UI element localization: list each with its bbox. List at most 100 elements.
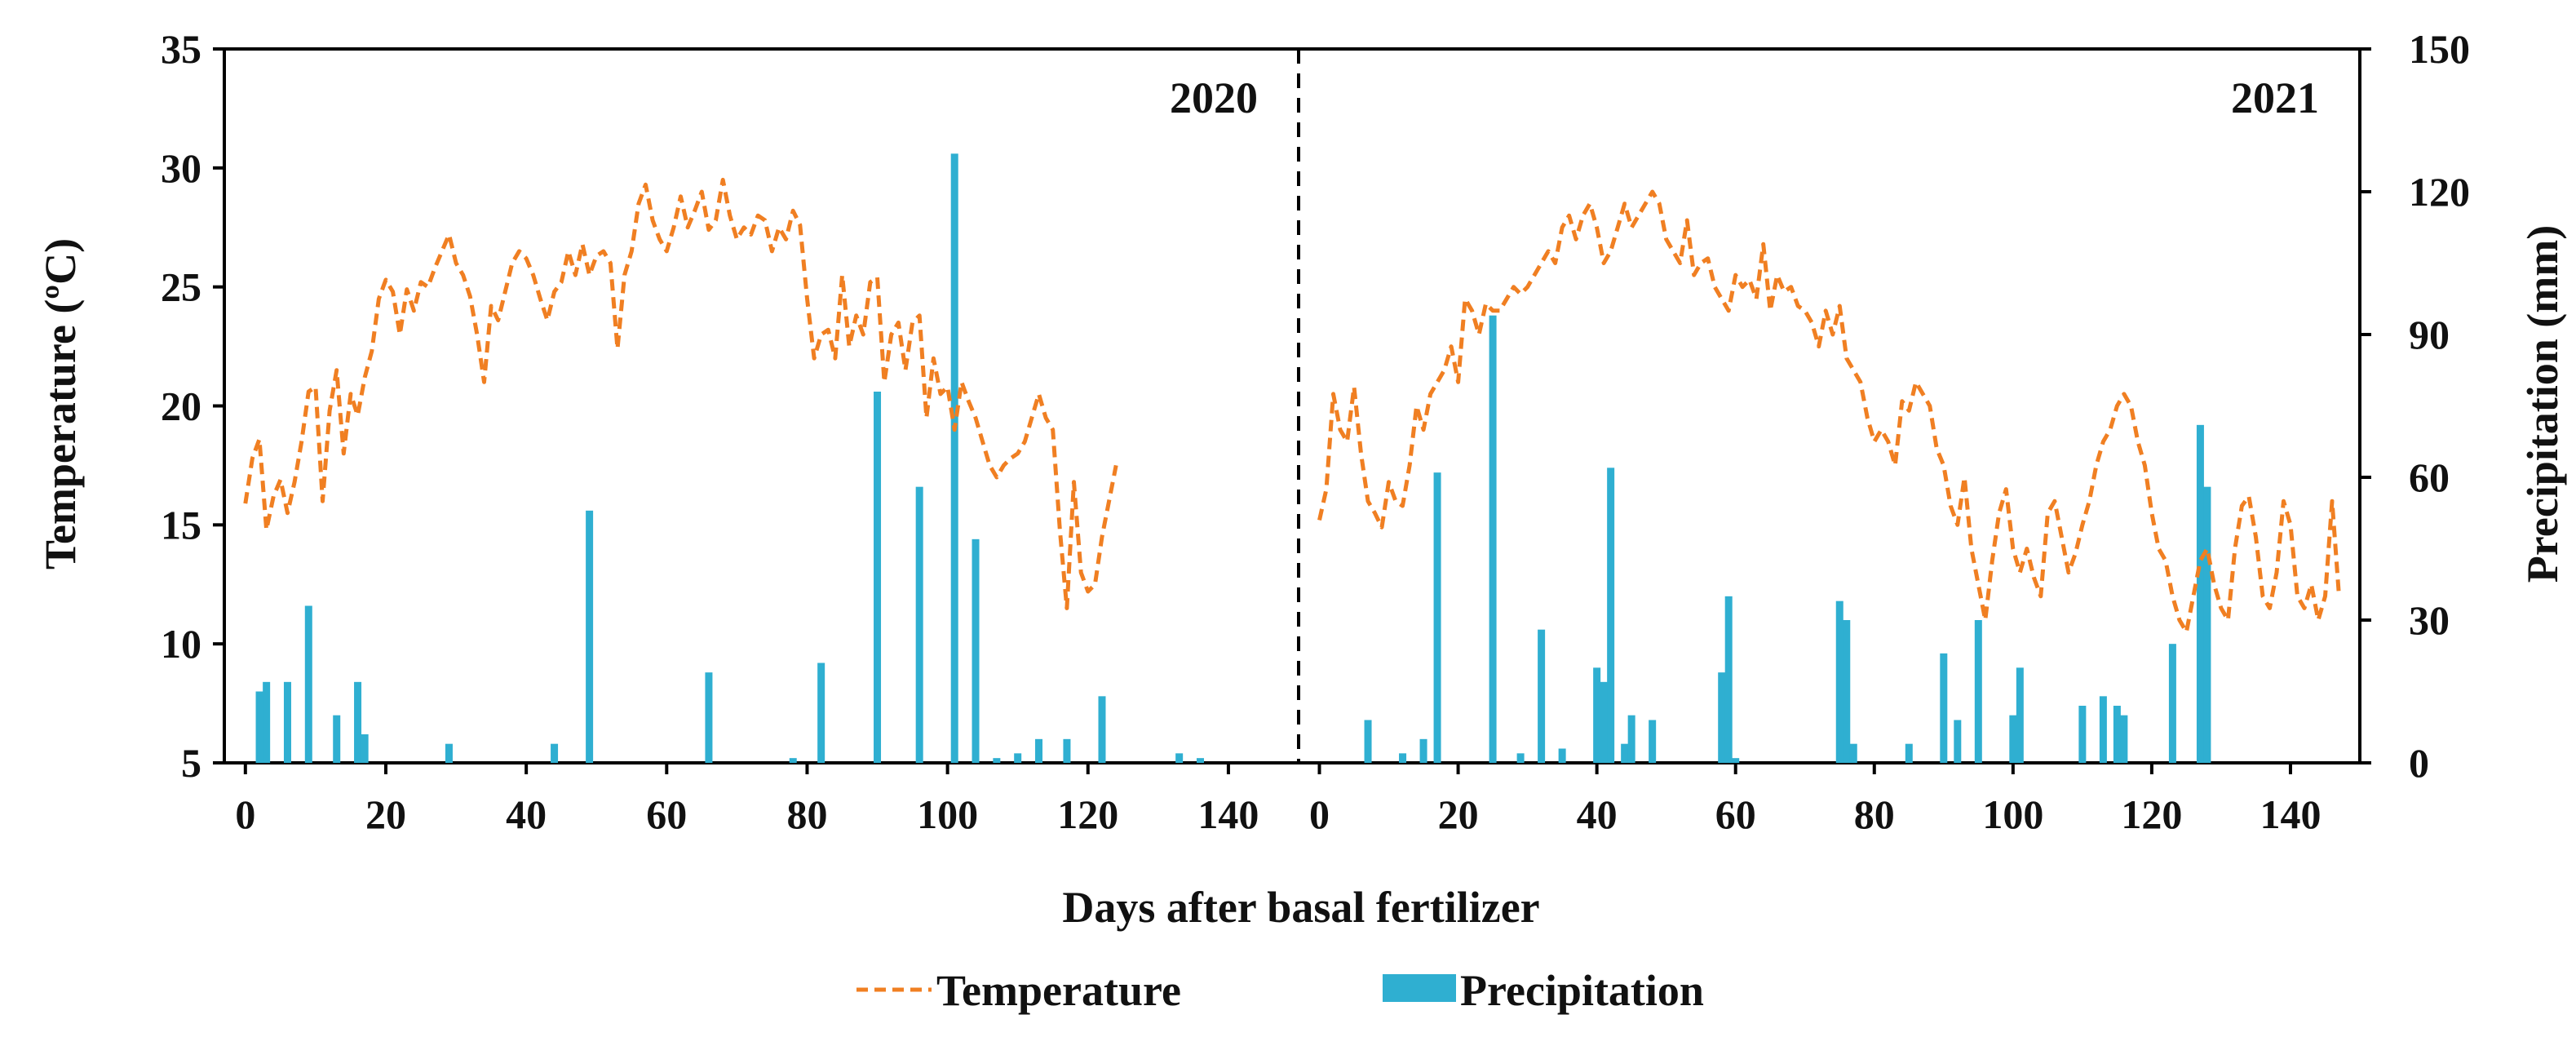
y-right-tick-label: 60 — [2409, 454, 2450, 500]
precipitation-bar-2020 — [1196, 758, 1204, 763]
y-left-tick-label: 20 — [161, 383, 201, 429]
x-tick-label: 80 — [786, 791, 827, 837]
x-tick-label: 20 — [1438, 791, 1479, 837]
precipitation-bar-2021 — [1718, 672, 1726, 763]
x-tick-label: 80 — [1854, 791, 1895, 837]
legend-precipitation-label: Precipitation — [1460, 966, 1704, 1015]
precipitation-bar-2021 — [1600, 681, 1608, 763]
precipitation-bar-2021 — [1489, 315, 1497, 764]
precipitation-bar-2020 — [333, 715, 341, 763]
y-left-tick-label: 10 — [161, 621, 201, 667]
x-tick-label: 100 — [1982, 791, 2043, 837]
x-tick-label: 140 — [1197, 791, 1259, 837]
precipitation-bar-2020 — [1063, 738, 1071, 763]
precipitation-bar-2021 — [2196, 424, 2204, 763]
y-right-tick-label: 150 — [2409, 26, 2470, 72]
x-tick-label: 60 — [1715, 791, 1756, 837]
x-axis-title: Days after basal fertilizer — [1062, 883, 1539, 932]
precipitation-bar-2021 — [1835, 600, 1843, 763]
precipitation-bar-2020 — [255, 691, 263, 763]
y-left-tick-label: 15 — [161, 502, 201, 547]
precipitation-bar-2021 — [1849, 743, 1857, 763]
plot-frame — [223, 47, 2361, 764]
precipitation-bar-2020 — [1014, 753, 1022, 763]
y-right-tick-label: 120 — [2409, 169, 2470, 215]
y-left-tick-label: 5 — [181, 740, 201, 786]
year-label-2020: 2020 — [1170, 73, 1258, 122]
precipitation-bar-2021 — [1724, 596, 1733, 763]
precipitation-bar-2020 — [1098, 696, 1106, 763]
y-left-tick-label: 30 — [161, 145, 201, 191]
precipitation-bar-2021 — [1905, 743, 1913, 763]
x-tick-label: 20 — [365, 791, 406, 837]
legend-precipitation-swatch — [1383, 974, 1456, 1002]
y-axis-right-title: Precipitation (mm) — [2518, 225, 2567, 583]
y-right-tick-label: 90 — [2409, 312, 2450, 357]
precipitation-bar-2021 — [1399, 753, 1407, 763]
precipitation-bar-2020 — [972, 538, 980, 763]
x-tick-label: 0 — [1309, 791, 1330, 837]
precipitation-bar-2021 — [1593, 667, 1601, 763]
precipitation-bar-2020 — [263, 681, 271, 763]
precipitation-bar-2020 — [551, 743, 559, 763]
x-tick-label: 100 — [917, 791, 978, 837]
precipitation-bar-2021 — [1732, 758, 1740, 763]
y-left-tick-label: 25 — [161, 264, 201, 310]
precipitation-bar-2021 — [1419, 738, 1427, 763]
x-tick-label: 120 — [1057, 791, 1118, 837]
x-tick-label: 0 — [235, 791, 255, 837]
precipitation-bar-2020 — [1175, 753, 1184, 763]
precipitation-bar-2021 — [2016, 667, 2024, 763]
precipitation-bar-2020 — [354, 681, 362, 763]
precipitation-bar-2021 — [2203, 486, 2211, 763]
y-axis-left-title: Temperature (ºC) — [36, 238, 85, 569]
y-right-tick-label: 30 — [2409, 597, 2450, 643]
precipitation-bar-2020 — [283, 681, 291, 763]
precipitation-bar-2021 — [2113, 706, 2121, 763]
temperature-line-2020 — [243, 177, 1118, 610]
precipitation-bars-layer — [255, 153, 2211, 764]
precipitation-bar-2021 — [1843, 620, 1851, 763]
legend: Temperature Precipitation — [856, 966, 1704, 1015]
precipitation-bar-2021 — [2099, 696, 2107, 763]
precipitation-bar-2020 — [789, 758, 797, 763]
precipitation-bar-2021 — [1558, 748, 1566, 763]
precipitation-bar-2020 — [874, 392, 882, 763]
precipitation-bar-2021 — [1607, 468, 1615, 763]
y-left-tick-label: 35 — [161, 26, 201, 72]
precipitation-bar-2021 — [2078, 706, 2087, 763]
x-tick-label: 40 — [1577, 791, 1618, 837]
precipitation-bar-2021 — [1538, 629, 1546, 763]
temperature-line-2021 — [1317, 189, 2341, 635]
precipitation-bar-2020 — [915, 486, 923, 763]
precipitation-bar-2021 — [2120, 715, 2128, 763]
precipitation-bar-2020 — [445, 743, 453, 763]
precipitation-bar-2020 — [817, 663, 825, 763]
precipitation-bar-2020 — [705, 672, 713, 763]
precipitation-bar-2020 — [993, 758, 1001, 763]
axes-layer — [213, 47, 2371, 774]
y-right-tick-label: 0 — [2409, 740, 2429, 786]
precipitation-bar-2020 — [1035, 738, 1043, 763]
precipitation-bar-2021 — [1516, 753, 1525, 763]
precipitation-bar-2021 — [1627, 715, 1635, 763]
legend-temperature-label: Temperature — [936, 966, 1181, 1015]
precipitation-bar-2020 — [950, 153, 958, 764]
precipitation-bar-2020 — [586, 510, 594, 763]
labels-layer: Days after basal fertilizer Temperature … — [36, 26, 2567, 932]
precipitation-bar-2021 — [1621, 743, 1629, 763]
precipitation-bar-2021 — [1940, 653, 1948, 763]
precipitation-bar-2021 — [1974, 620, 1982, 763]
precipitation-bar-2021 — [1954, 720, 1962, 763]
precipitation-bar-2021 — [1649, 720, 1657, 763]
year-label-2021: 2021 — [2231, 73, 2319, 122]
temperature-lines-layer — [243, 177, 2341, 635]
x-tick-label: 60 — [646, 791, 687, 837]
precipitation-bar-2020 — [304, 605, 312, 763]
x-tick-label: 140 — [2260, 791, 2321, 837]
precipitation-bar-2020 — [361, 734, 369, 763]
x-tick-label: 120 — [2121, 791, 2182, 837]
precipitation-bar-2021 — [1433, 472, 1441, 763]
precipitation-bar-2021 — [2168, 644, 2176, 763]
